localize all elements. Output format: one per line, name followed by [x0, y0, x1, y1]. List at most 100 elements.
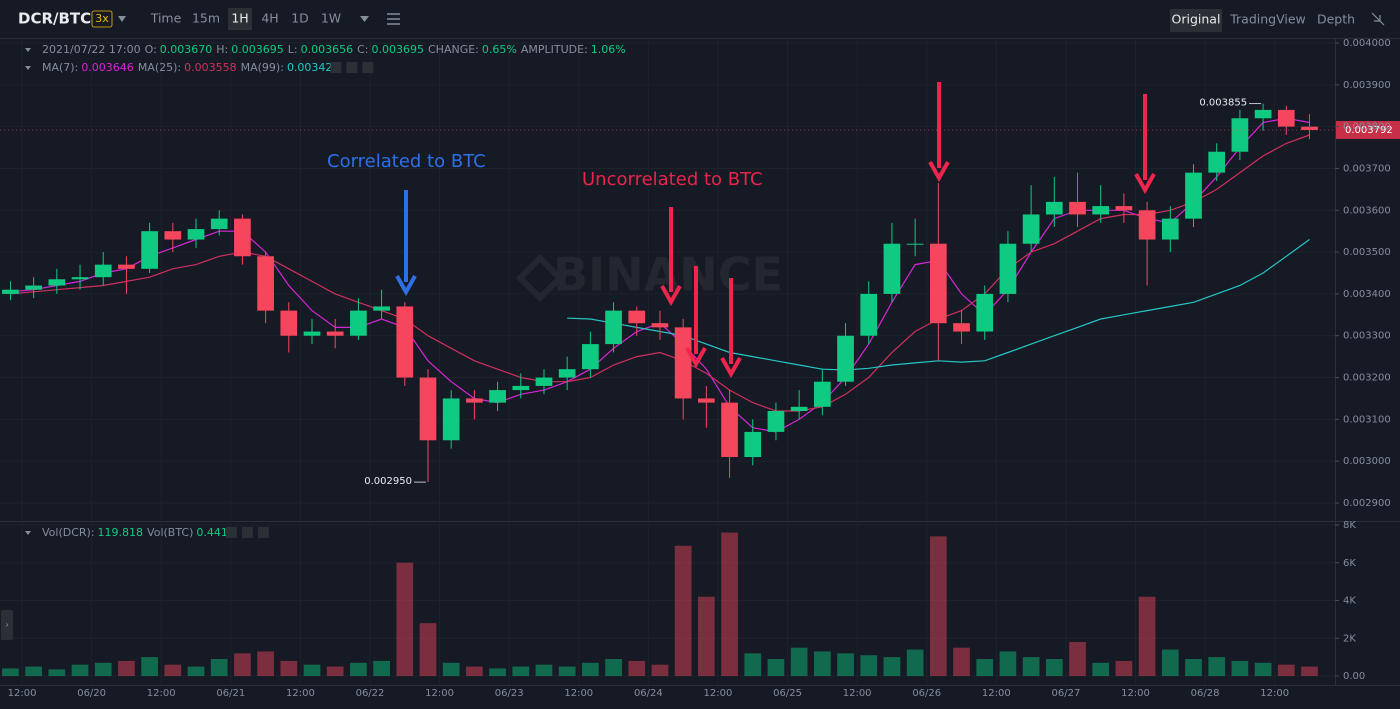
- volume-bar: [628, 660, 646, 676]
- volume-bar: [698, 596, 715, 676]
- candle-body: [605, 310, 622, 345]
- volume-bar: [210, 659, 228, 676]
- volume-bar: [489, 668, 506, 676]
- volume-bar: [721, 532, 738, 676]
- view-tab[interactable]: TradingView: [1229, 12, 1306, 27]
- candle-body: [1301, 126, 1318, 130]
- y-tick-label: 0.003300: [1343, 331, 1391, 342]
- dropdown[interactable]: [118, 16, 126, 22]
- y-tick-label: 0.003500: [1343, 247, 1391, 258]
- volume-bar: [744, 653, 762, 676]
- candle-body: [280, 310, 298, 336]
- volume-bar: [1092, 662, 1110, 676]
- settings-icon[interactable]: [387, 13, 400, 25]
- x-tick-label: 12:00: [704, 688, 733, 699]
- legend-label: MA(7):: [42, 61, 78, 74]
- x-tick-label: 12:00: [286, 688, 315, 699]
- volume-bar: [976, 659, 994, 676]
- interval[interactable]: 4H: [261, 11, 278, 26]
- more-intervals[interactable]: [360, 16, 369, 22]
- candle-body: [396, 306, 414, 378]
- volume-bar: [558, 666, 576, 676]
- legend-value: 0.003423: [287, 61, 340, 74]
- legend-label: C:: [357, 43, 368, 56]
- candle-body: [906, 243, 924, 245]
- side-toggle[interactable]: [1, 610, 13, 640]
- price-marker-label: 0.003855: [1199, 98, 1247, 109]
- volume-bar: [373, 660, 390, 676]
- interval[interactable]: Time: [150, 11, 182, 26]
- candle-body: [837, 335, 854, 382]
- legend-tool[interactable]: [346, 62, 358, 73]
- volume-bar: [953, 647, 970, 676]
- side-toggle-icon: ›: [5, 621, 9, 631]
- volume-bar: [1254, 662, 1272, 676]
- candle-body: [744, 431, 762, 457]
- volume-bar: [257, 651, 274, 676]
- legend-value: 0.003656: [301, 43, 354, 56]
- interval[interactable]: 15m: [192, 11, 220, 26]
- volume-bar: [442, 662, 460, 676]
- legend-value: 0.003670: [160, 43, 213, 56]
- candle-body: [48, 279, 66, 286]
- legend-caret[interactable]: [25, 48, 31, 52]
- view-tab[interactable]: Depth: [1317, 12, 1355, 27]
- interval[interactable]: 1H: [231, 11, 248, 26]
- leverage-box: [91, 10, 113, 28]
- legend-label: Vol(DCR):: [42, 526, 95, 539]
- candle-body: [373, 306, 390, 311]
- legend-tool[interactable]: [257, 527, 269, 538]
- volume-bar: [396, 562, 414, 676]
- candle-body: [953, 323, 970, 332]
- candle-body: [883, 243, 901, 294]
- candle-body: [674, 327, 692, 399]
- info-datetime: 2021/07/22 17:00: [42, 43, 141, 56]
- candle-body: [94, 264, 112, 278]
- y-tick-label: 0.003000: [1343, 456, 1391, 467]
- x-tick-label: 06/27: [1051, 688, 1080, 699]
- interval-active-bg: [228, 8, 252, 30]
- volume-bar: [1115, 660, 1133, 676]
- interval[interactable]: 1D: [291, 11, 309, 26]
- candle-body: [1069, 201, 1086, 215]
- candle-body: [442, 398, 460, 441]
- legend-label: MA(25):: [138, 61, 181, 74]
- legend-line: Vol(DCR): 119.818 Vol(BTC) 0.441: [42, 526, 228, 539]
- volume-bar: [767, 659, 785, 676]
- volume-bar: [906, 649, 924, 676]
- volume-bar: [582, 662, 599, 676]
- legend-caret[interactable]: [25, 531, 31, 535]
- candle-body: [767, 411, 785, 432]
- legend-tool[interactable]: [330, 62, 342, 73]
- candle-body: [210, 218, 228, 230]
- legend-tool[interactable]: [362, 62, 374, 73]
- volume-bar: [790, 647, 808, 676]
- pair: DCR/BTC: [18, 10, 91, 28]
- legend-tool[interactable]: [225, 527, 237, 538]
- x-tick-label: 12:00: [8, 688, 37, 699]
- fullscreen-icon[interactable]: [1371, 12, 1385, 26]
- candle-body: [1185, 172, 1202, 219]
- volume-bar: [929, 536, 947, 676]
- view-tab[interactable]: Original: [1172, 12, 1221, 27]
- legend-tool[interactable]: [241, 527, 253, 538]
- legend-value: 0.003558: [184, 61, 237, 74]
- candle-body: [164, 231, 182, 240]
- watermark-logo: [515, 253, 565, 303]
- candle-body: [187, 229, 205, 240]
- candle-body: [860, 293, 878, 336]
- candle-body: [419, 377, 437, 441]
- legend-label: Vol(BTC): [147, 526, 193, 539]
- volume-bar: [605, 659, 622, 676]
- candle-body: [118, 264, 135, 269]
- candle-body: [326, 331, 344, 336]
- y2-tick-label: 4K: [1343, 596, 1356, 607]
- candle-body: [1045, 201, 1063, 215]
- candle-body: [350, 310, 367, 336]
- interval[interactable]: 1W: [321, 11, 341, 26]
- candle-body: [1092, 206, 1110, 215]
- x-tick-label: 06/20: [77, 688, 106, 699]
- y2-tick-label: 0.00: [1343, 671, 1365, 682]
- legend-caret[interactable]: [25, 66, 31, 70]
- leverage[interactable]: 3x: [95, 12, 109, 25]
